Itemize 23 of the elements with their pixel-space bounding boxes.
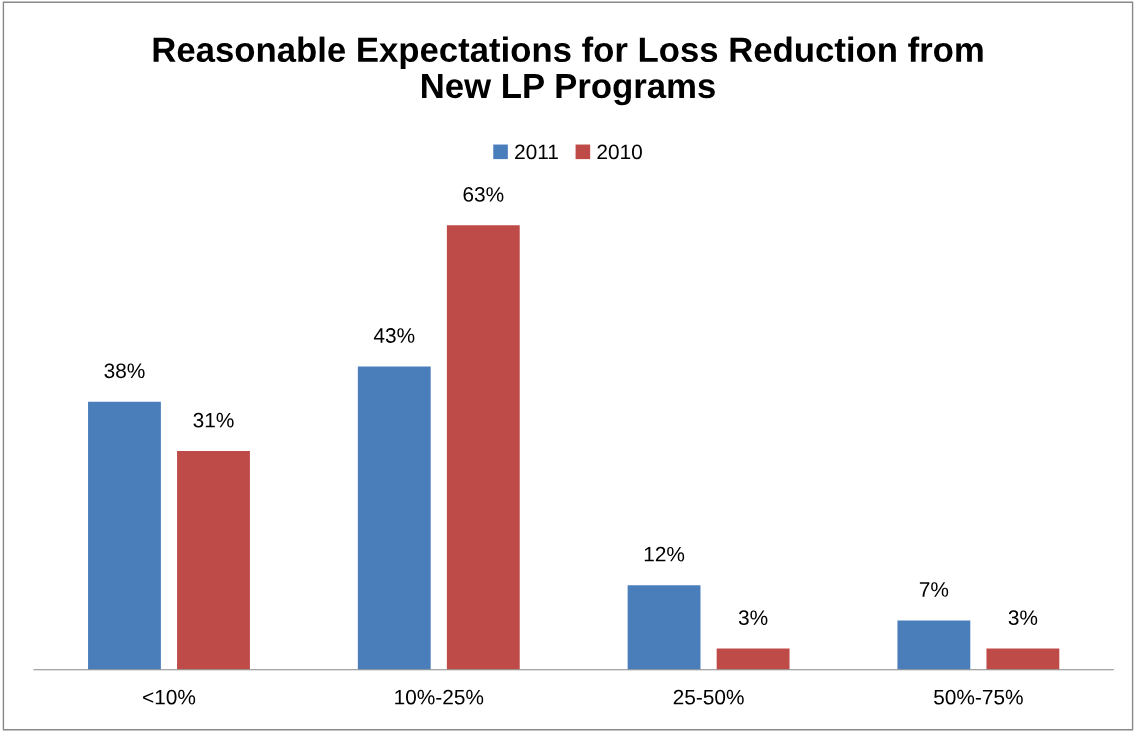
data-label: 43%: [373, 328, 415, 343]
data-label: 12%: [644, 546, 685, 562]
bar: [627, 585, 701, 670]
x-tick-label: 25-50%: [673, 689, 744, 705]
x-tick-label: 50%-75%: [934, 689, 1023, 705]
bar: [897, 620, 971, 670]
data-label: 3%: [1008, 610, 1038, 626]
data-label: 31%: [193, 412, 234, 428]
data-label: 7%: [919, 582, 949, 597]
bar: [357, 366, 431, 670]
data-label: 38%: [104, 363, 145, 379]
x-tick-label: <10%: [143, 689, 196, 705]
bar: [716, 648, 790, 670]
bar: [177, 451, 250, 670]
data-label: 63%: [463, 187, 504, 202]
legend-label: 2010: [597, 144, 642, 160]
bar: [88, 401, 161, 670]
data-label: 3%: [738, 610, 768, 626]
chart-title: Reasonable Expectations for Loss Reduction from New LP Programs: [153, 36, 983, 106]
bar: [986, 648, 1060, 670]
bar: [446, 225, 520, 670]
legend-label: 2011: [515, 144, 558, 160]
x-tick-label: 10%-25%: [395, 689, 484, 705]
